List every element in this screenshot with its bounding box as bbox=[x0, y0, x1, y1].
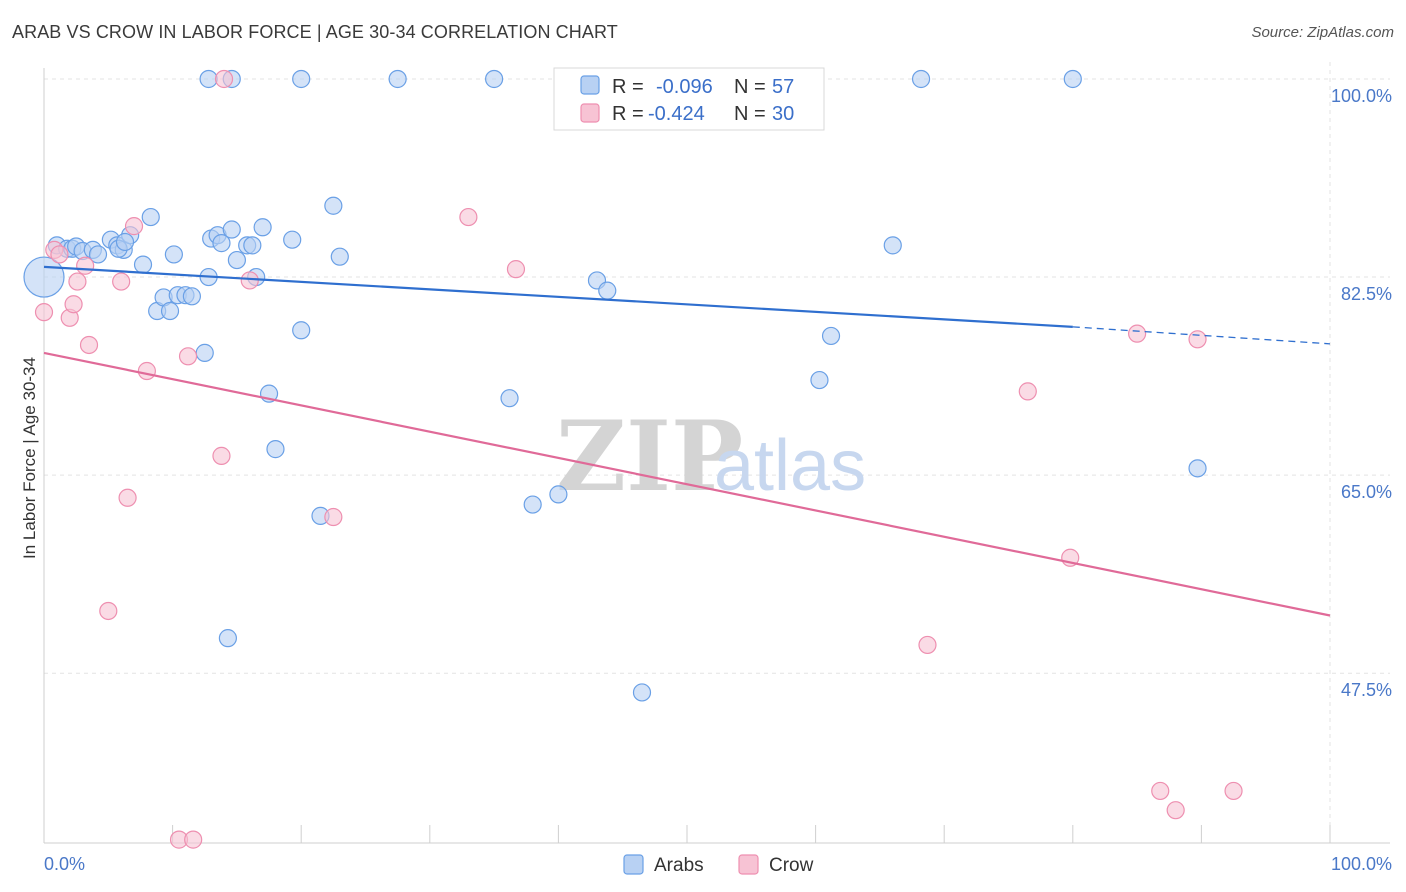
point-crow-23 bbox=[1018, 382, 1037, 401]
point-arabs-22 bbox=[182, 287, 201, 306]
point-arabs-42 bbox=[199, 69, 218, 89]
point-arabs-7 bbox=[88, 245, 108, 264]
point-crow-6 bbox=[76, 256, 95, 275]
trend-lines bbox=[43, 265, 1331, 617]
watermark-zip: ZIP bbox=[556, 400, 743, 513]
point-arabs-33 bbox=[266, 440, 285, 459]
stats-legend: R = -0.096 N = 57 R = -0.424 N = 30 bbox=[553, 67, 825, 131]
x-tick-label-1: 100.0% bbox=[1331, 854, 1392, 874]
point-crow-20 bbox=[459, 207, 478, 227]
point-arabs-51 bbox=[598, 281, 617, 300]
point-arabs-14 bbox=[133, 255, 153, 274]
point-arabs-59 bbox=[1188, 459, 1207, 478]
point-crow-18 bbox=[240, 271, 259, 290]
y-tick-label-3: 100.0% bbox=[1331, 86, 1392, 106]
point-crow-27 bbox=[1166, 801, 1185, 820]
legend-swatch-crow bbox=[580, 103, 600, 123]
legend-swatch-arabs bbox=[580, 75, 600, 95]
point-arabs-54 bbox=[810, 370, 829, 390]
point-arabs-47 bbox=[500, 389, 519, 408]
y-tick-label-2: 82.5% bbox=[1341, 284, 1392, 304]
point-crow-22 bbox=[918, 635, 937, 655]
point-arabs-49 bbox=[549, 485, 568, 504]
point-crow-8 bbox=[99, 601, 118, 621]
point-arabs-37 bbox=[292, 321, 311, 340]
point-arabs-40 bbox=[330, 247, 349, 266]
point-arabs-15 bbox=[141, 207, 160, 227]
legend-n-value-arabs: 57 bbox=[772, 76, 794, 98]
point-crow-21 bbox=[506, 260, 526, 279]
point-arabs-18 bbox=[160, 301, 180, 321]
series-legend-swatch-crow bbox=[738, 854, 759, 875]
point-crow-0 bbox=[34, 303, 54, 322]
point-arabs-57 bbox=[911, 69, 931, 89]
point-crow-26 bbox=[1151, 781, 1170, 801]
point-arabs-13 bbox=[115, 232, 135, 252]
point-arabs-19 bbox=[164, 245, 183, 264]
trend-line-arabs bbox=[43, 265, 1073, 328]
point-arabs-28 bbox=[227, 250, 246, 270]
point-arabs-39 bbox=[324, 196, 343, 215]
legend-r-value-arabs: -0.096 bbox=[656, 76, 713, 98]
point-arabs-26 bbox=[212, 234, 231, 253]
source-label: Source: ZipAtlas.com bbox=[1251, 24, 1394, 41]
point-crow-9 bbox=[112, 272, 131, 291]
point-arabs-30 bbox=[243, 236, 262, 255]
point-crow-14 bbox=[178, 347, 198, 366]
y-tick-labels: 47.5% 65.0% 82.5% 100.0% bbox=[1331, 86, 1392, 700]
legend-n-label-arabs: N = bbox=[734, 76, 766, 98]
data-points bbox=[23, 69, 1243, 849]
point-crow-10 bbox=[118, 488, 137, 507]
gridlines bbox=[44, 62, 1390, 843]
point-crow-28 bbox=[1188, 330, 1207, 349]
trend-line-crow bbox=[43, 351, 1331, 617]
point-arabs-44 bbox=[292, 69, 311, 89]
legend-n-label-crow: N = bbox=[734, 103, 766, 125]
point-arabs-36 bbox=[283, 230, 302, 249]
point-arabs-58 bbox=[1063, 69, 1082, 89]
point-arabs-27 bbox=[222, 220, 241, 239]
trend-line-arabs-extension bbox=[1072, 326, 1331, 345]
point-arabs-48 bbox=[523, 495, 542, 514]
point-crow-16 bbox=[212, 446, 231, 465]
y-tick-label-0: 47.5% bbox=[1341, 680, 1392, 700]
point-arabs-52 bbox=[632, 683, 652, 702]
point-arabs-23 bbox=[195, 343, 214, 362]
point-crow-25 bbox=[1127, 324, 1147, 343]
point-crow-2 bbox=[50, 245, 69, 264]
point-crow-17 bbox=[214, 69, 234, 89]
point-arabs-56 bbox=[883, 236, 902, 255]
point-arabs-45 bbox=[388, 69, 407, 89]
watermark-atlas: atlas bbox=[714, 426, 866, 506]
series-legend-swatch-arabs bbox=[623, 854, 644, 875]
legend-r-label-arabs: R = bbox=[612, 76, 644, 98]
series-legend: Arabs Crow bbox=[623, 854, 814, 876]
watermark: ZIP atlas bbox=[556, 400, 866, 513]
point-crow-12 bbox=[137, 361, 156, 381]
x-tick-label-0: 0.0% bbox=[44, 854, 85, 874]
point-arabs-31 bbox=[253, 218, 272, 237]
point-arabs-46 bbox=[485, 69, 504, 89]
point-arabs-41 bbox=[218, 629, 237, 648]
point-crow-7 bbox=[79, 335, 99, 355]
series-legend-label-crow: Crow bbox=[769, 855, 814, 876]
chart-title: ARAB VS CROW IN LABOR FORCE | AGE 30-34 … bbox=[12, 22, 618, 42]
point-crow-19 bbox=[324, 507, 343, 527]
legend-n-value-crow: 30 bbox=[772, 103, 794, 125]
y-tick-label-1: 65.0% bbox=[1341, 482, 1392, 502]
point-crow-5 bbox=[68, 272, 87, 291]
point-crow-29 bbox=[1224, 781, 1243, 801]
x-tick-labels: 0.0% 100.0% bbox=[44, 854, 1392, 874]
point-crow-11 bbox=[124, 217, 144, 236]
legend-r-label-crow: R = bbox=[612, 103, 644, 125]
point-crow-15 bbox=[184, 830, 203, 849]
point-arabs-55 bbox=[821, 326, 841, 346]
point-crow-4 bbox=[64, 295, 83, 314]
series-legend-label-arabs: Arabs bbox=[654, 855, 704, 876]
legend-r-value-crow: -0.424 bbox=[648, 103, 705, 125]
